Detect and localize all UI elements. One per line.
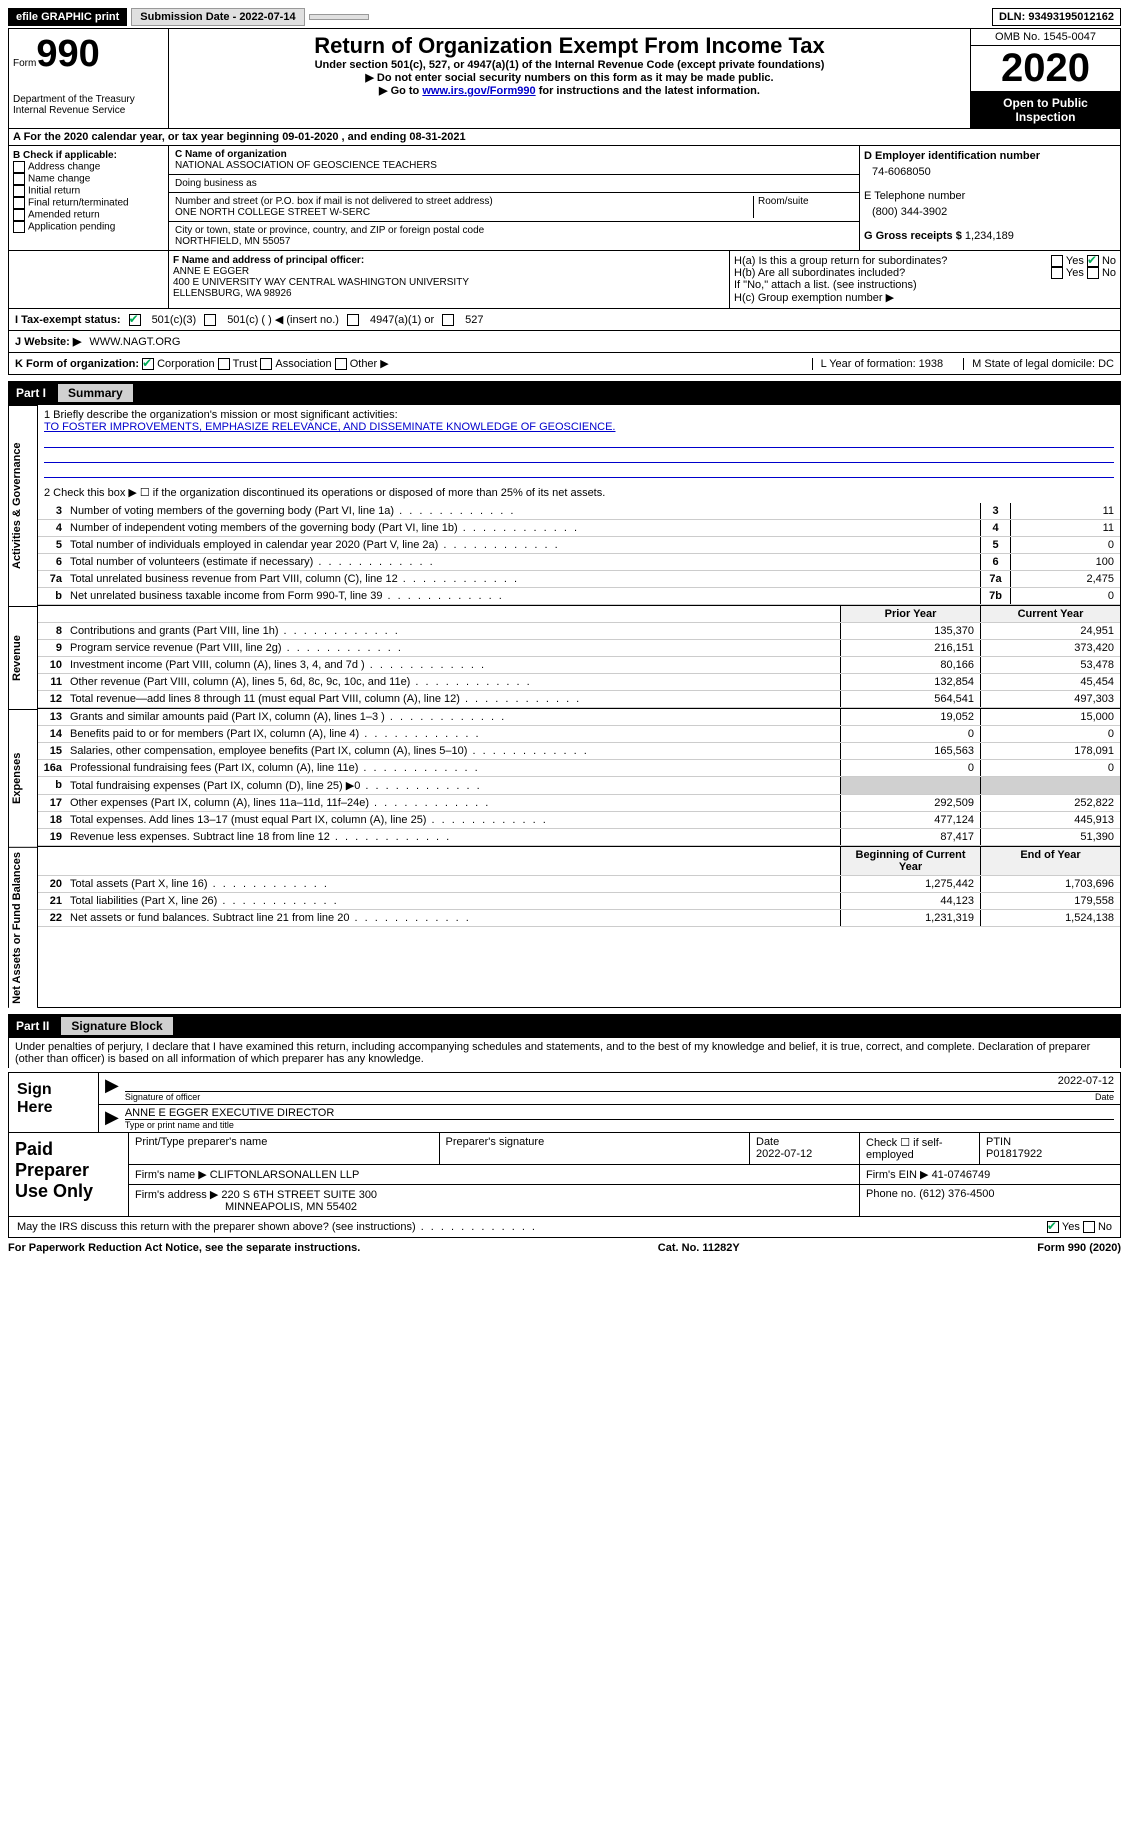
efile-print-button[interactable]: efile GRAPHIC print: [8, 8, 127, 26]
submission-date-button[interactable]: Submission Date - 2022-07-14: [131, 8, 304, 26]
firm-phone: (612) 376-4500: [919, 1188, 994, 1200]
org-name: NATIONAL ASSOCIATION OF GEOSCIENCE TEACH…: [175, 160, 853, 171]
irs-link[interactable]: www.irs.gov/Form990: [422, 85, 535, 97]
col-headers-1: Prior Year Current Year: [38, 606, 1120, 623]
dept-treasury: Department of the Treasury: [13, 94, 164, 105]
form-header: Form990 Department of the Treasury Inter…: [8, 28, 1121, 129]
vert-expenses: Expenses: [8, 709, 38, 847]
summary-line: 20 Total assets (Part X, line 16) 1,275,…: [38, 876, 1120, 893]
empty-button[interactable]: [309, 14, 369, 20]
vert-netassets: Net Assets or Fund Balances: [8, 847, 38, 1008]
page-footer: For Paperwork Reduction Act Notice, see …: [8, 1242, 1121, 1254]
omb-number: OMB No. 1545-0047: [971, 29, 1120, 46]
mission-question: 1 Briefly describe the organization's mi…: [44, 409, 1114, 421]
section-f-h: F Name and address of principal officer:…: [8, 251, 1121, 309]
gross-receipts: 1,234,189: [965, 230, 1014, 242]
summary-line: 7a Total unrelated business revenue from…: [38, 571, 1120, 588]
box-c: C Name of organization NATIONAL ASSOCIAT…: [169, 146, 860, 250]
summary-line: 19 Revenue less expenses. Subtract line …: [38, 829, 1120, 846]
open-inspection: Open to Public Inspection: [971, 92, 1120, 128]
summary-line: 5 Total number of individuals employed i…: [38, 537, 1120, 554]
form-subtitle: Under section 501(c), 527, or 4947(a)(1)…: [173, 59, 966, 71]
row-j-website: J Website: ▶ WWW.NAGT.ORG: [8, 331, 1121, 353]
preparer-block: Paid Preparer Use Only Print/Type prepar…: [8, 1133, 1121, 1217]
mission-text: TO FOSTER IMPROVEMENTS, EMPHASIZE RELEVA…: [44, 421, 1114, 433]
checkbox-assoc[interactable]: [260, 358, 272, 370]
instruction-1: ▶ Do not enter social security numbers o…: [173, 71, 966, 84]
box-d-e-g: D Employer identification number 74-6068…: [860, 146, 1120, 250]
dept-irs: Internal Revenue Service: [13, 105, 164, 116]
checkbox-501c3[interactable]: [129, 314, 141, 326]
section-b-to-g: B Check if applicable: Address change Na…: [8, 146, 1121, 251]
summary-line: 3 Number of voting members of the govern…: [38, 503, 1120, 520]
vert-revenue: Revenue: [8, 606, 38, 709]
checkbox-discuss-no[interactable]: [1083, 1221, 1095, 1233]
summary-line: 13 Grants and similar amounts paid (Part…: [38, 709, 1120, 726]
website: WWW.NAGT.ORG: [89, 336, 180, 348]
summary-line: 17 Other expenses (Part IX, column (A), …: [38, 795, 1120, 812]
part-1-header: Part ISummary: [8, 381, 1121, 405]
summary-line: 11 Other revenue (Part VIII, column (A),…: [38, 674, 1120, 691]
irs-discuss-row: May the IRS discuss this return with the…: [8, 1217, 1121, 1238]
dln-label: DLN: 93493195012162: [992, 8, 1121, 26]
box-b: B Check if applicable: Address change Na…: [9, 146, 169, 250]
summary-line: b Net unrelated business taxable income …: [38, 588, 1120, 605]
summary-line: b Total fundraising expenses (Part IX, c…: [38, 777, 1120, 795]
row-a-tax-year: A For the 2020 calendar year, or tax yea…: [8, 129, 1121, 146]
penalties-text: Under penalties of perjury, I declare th…: [8, 1038, 1121, 1068]
summary-line: 8 Contributions and grants (Part VIII, l…: [38, 623, 1120, 640]
checkbox-527[interactable]: [442, 314, 454, 326]
part-2-header: Part IISignature Block: [8, 1014, 1121, 1038]
summary-line: 22 Net assets or fund balances. Subtract…: [38, 910, 1120, 927]
summary-line: 12 Total revenue—add lines 8 through 11 …: [38, 691, 1120, 708]
checkbox-501c[interactable]: [204, 314, 216, 326]
checkbox-corp[interactable]: [142, 358, 154, 370]
dba: Doing business as: [169, 175, 859, 193]
summary-line: 9 Program service revenue (Part VIII, li…: [38, 640, 1120, 657]
phone: (800) 344-3902: [872, 206, 1116, 218]
org-address: ONE NORTH COLLEGE STREET W-SERC: [175, 207, 753, 218]
vert-governance: Activities & Governance: [8, 405, 38, 606]
summary-line: 10 Investment income (Part VIII, column …: [38, 657, 1120, 674]
summary-line: 15 Salaries, other compensation, employe…: [38, 743, 1120, 760]
tax-year: 2020: [971, 46, 1120, 92]
firm-name: CLIFTONLARSONALLEN LLP: [210, 1169, 360, 1181]
firm-ein: 41-0746749: [932, 1169, 991, 1181]
line-2: 2 Check this box ▶ ☐ if the organization…: [38, 482, 1120, 503]
form-title: Return of Organization Exempt From Incom…: [173, 33, 966, 59]
top-bar: efile GRAPHIC print Submission Date - 20…: [8, 8, 1121, 26]
ein: 74-6068050: [872, 166, 1116, 178]
firm-address: 220 S 6TH STREET SUITE 300: [221, 1189, 377, 1201]
ptin: P01817922: [986, 1148, 1042, 1160]
form-word: Form: [13, 58, 36, 69]
sign-here-label: Sign Here: [9, 1073, 99, 1132]
checkbox-trust[interactable]: [218, 358, 230, 370]
instruction-2: ▶ Go to www.irs.gov/Form990 for instruct…: [173, 84, 966, 97]
box-h: H(a) Is this a group return for subordin…: [730, 251, 1120, 308]
summary-line: 14 Benefits paid to or for members (Part…: [38, 726, 1120, 743]
paid-preparer-label: Paid Preparer Use Only: [9, 1133, 129, 1216]
summary-line: 18 Total expenses. Add lines 13–17 (must…: [38, 812, 1120, 829]
signature-block: Sign Here ▶ 2022-07-12 Signature of offi…: [8, 1072, 1121, 1133]
state-domicile: M State of legal domicile: DC: [963, 358, 1114, 370]
row-k-form-org: K Form of organization: Corporation Trus…: [8, 353, 1121, 375]
box-f: F Name and address of principal officer:…: [169, 251, 730, 308]
col-headers-2: Beginning of Current Year End of Year: [38, 847, 1120, 876]
checkbox-discuss-yes[interactable]: [1047, 1221, 1059, 1233]
checkbox-4947[interactable]: [347, 314, 359, 326]
summary-line: 16a Professional fundraising fees (Part …: [38, 760, 1120, 777]
org-city: NORTHFIELD, MN 55057: [175, 236, 853, 247]
year-formation: L Year of formation: 1938: [812, 358, 944, 370]
officer-name: ANNE E EGGER EXECUTIVE DIRECTOR: [125, 1107, 1114, 1120]
summary-line: 21 Total liabilities (Part X, line 26) 4…: [38, 893, 1120, 910]
row-i-tax-exempt: I Tax-exempt status: 501(c)(3) 501(c) ( …: [8, 309, 1121, 331]
summary-line: 6 Total number of volunteers (estimate i…: [38, 554, 1120, 571]
sign-date: 2022-07-12: [1058, 1075, 1114, 1091]
checkbox-other[interactable]: [335, 358, 347, 370]
form-number: 990: [36, 33, 99, 75]
summary-line: 4 Number of independent voting members o…: [38, 520, 1120, 537]
